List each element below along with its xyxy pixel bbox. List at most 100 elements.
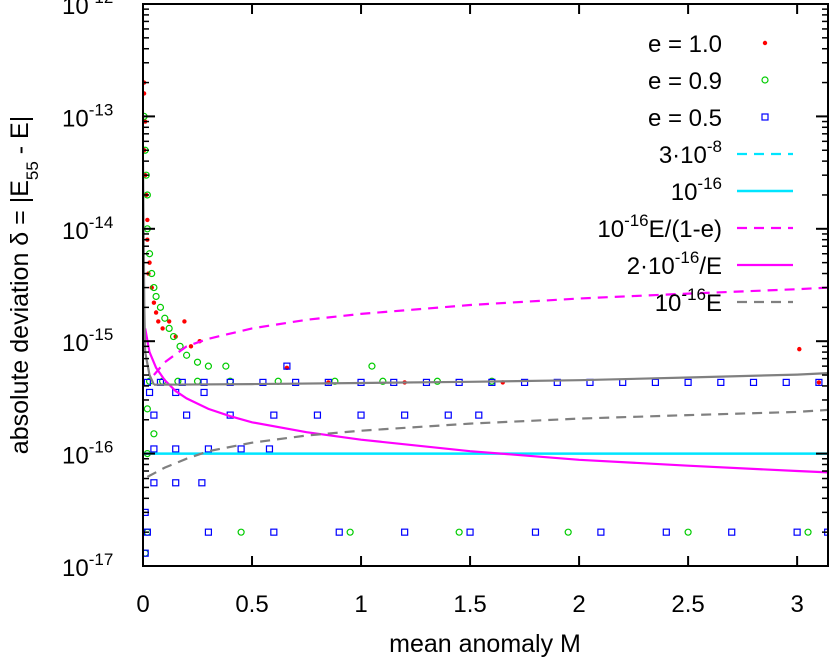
legend-label: 3·10-8 [659,137,722,169]
point-e-0-5 [531,528,540,536]
x-tick-label: 2.5 [671,591,704,618]
point-e-0-9 [150,283,158,292]
line-10-16e-1-e [153,286,828,376]
point-e-1-0 [153,310,159,315]
line-10-16e [146,408,828,478]
x-tick-label: 1 [354,591,367,618]
point-e-0-5 [265,445,274,453]
point-e-0-5 [444,411,452,419]
y-tick-label: 10-15 [62,325,113,357]
legend-entry-3-10-8: 3·10-8 [659,137,793,169]
line-curve-8 [153,372,828,386]
point-e-1-0 [816,380,822,385]
point-e-0-5 [204,528,213,536]
x-tick-label: 2 [572,591,585,618]
point-e-0-5 [259,378,267,386]
point-e-1-0 [188,344,194,349]
x-axis-label: mean anomaly M [389,630,581,658]
point-e-0-9 [204,362,213,370]
point-e-0-5 [183,411,191,419]
point-e-0-5 [357,411,365,419]
point-e-0-5 [313,411,322,419]
point-e-0-5 [401,411,409,419]
point-e-0-5 [684,378,692,386]
series-2-10-16-e [144,328,828,474]
point-e-0-9 [222,362,230,370]
point-e-0-5 [226,378,234,386]
point-e-0-5 [401,528,409,536]
point-e-0-9 [368,362,376,370]
point-e-1-0 [156,319,161,324]
point-e-0-5 [782,378,790,386]
point-e-1-0 [145,217,150,223]
legend-label: 10-16 [671,174,722,206]
point-e-0-5 [466,528,474,536]
point-e-0-9 [193,358,202,366]
point-e-0-5 [283,362,291,370]
point-e-0-9 [379,377,387,385]
series-layer [143,80,828,557]
y-tick-label: 10-14 [62,213,113,245]
point-e-1-0 [797,346,802,352]
plot-frame [142,3,829,567]
y-tick-label: 10-12 [62,0,113,20]
series-e-0-5 [143,362,828,557]
point-e-0-9 [564,528,572,536]
point-e-0-9 [684,528,692,536]
legend-swatch [761,76,769,84]
point-e-0-5 [815,378,823,386]
point-e-0-5 [651,378,659,386]
legend-entry-e-1-0: e = 1.0 [648,31,768,58]
series-10-16e [146,408,828,478]
point-e-1-0 [182,319,187,324]
point-e-1-0 [147,260,152,265]
legend-label: 10-16E/(1-e) [597,211,722,243]
point-e-0-9 [455,528,463,536]
legend-label: e = 1.0 [648,31,722,58]
point-e-0-5 [717,378,725,386]
point-e-1-0 [166,319,172,324]
point-e-0-5 [475,411,483,419]
point-e-0-9 [176,342,184,350]
point-e-0-5 [597,528,605,536]
legend-swatch [762,40,768,46]
legend-label: 10-16E [655,285,722,317]
point-e-0-9 [143,405,151,413]
legend-entry-10-16: 10-16 [671,174,793,206]
legend-entry-10-16e: 10-16E [655,285,793,317]
x-tick-label: 0 [136,591,149,618]
point-e-0-5 [150,411,158,419]
point-e-0-5 [728,528,736,536]
point-e-0-5 [204,445,213,453]
point-e-0-9 [237,528,245,536]
point-e-0-5 [270,411,278,419]
point-e-0-5 [520,378,529,386]
point-e-1-0 [160,326,165,331]
point-e-0-9 [161,314,169,322]
point-e-0-5 [619,378,627,386]
point-e-0-5 [237,445,245,453]
legend-entry-e-0-5: e = 0.5 [648,105,769,132]
point-e-0-9 [150,430,158,438]
y-axis-label: absolute deviation δ = |E55 - E| [6,116,42,454]
legend-label: e = 0.9 [648,68,722,95]
series-10-16e-1-e [153,286,828,376]
point-e-0-5 [143,549,149,557]
point-e-0-5 [553,378,561,386]
point-e-0-5 [292,378,300,386]
point-e-0-9 [804,528,812,536]
y-tick-label: 10-16 [62,438,113,470]
point-e-0-5 [198,479,206,487]
point-e-0-9 [346,528,354,536]
legend: e = 1.0 e = 0.9 e = 0.5 3·10-8 10-16 10-16E/(… [597,31,793,317]
point-e-0-5 [172,479,180,487]
legend-swatch [761,113,769,121]
point-e-0-9 [183,351,191,359]
point-e-0-5 [662,528,670,536]
point-e-1-0 [151,300,157,305]
point-e-0-5 [270,528,278,536]
x-tick-label: 0.5 [235,591,268,618]
point-e-0-5 [150,479,158,487]
legend-label: e = 0.5 [648,105,722,132]
